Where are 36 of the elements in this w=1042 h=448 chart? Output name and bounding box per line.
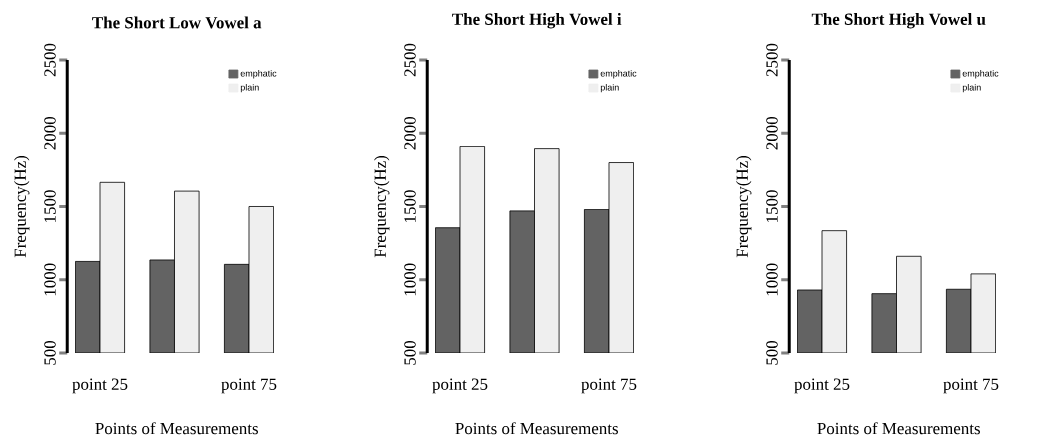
chart-title: The Short Low Vowel a [92,16,262,29]
y-axis-title: Frequency(Hz) [374,155,390,258]
x-tick-label: point 75 [581,378,637,394]
chart-title: The Short High Vowel u [811,13,986,29]
legend-label: emphatic [600,70,637,79]
y-tick-label: 1000 [404,263,416,296]
legend-label: emphatic [962,70,999,79]
y-tick-label: 1500 [44,190,56,222]
y-tick-label: 2000 [44,116,56,150]
x-tick-label: point 25 [794,378,850,394]
y-axis-title: Frequency(Hz) [14,155,30,258]
y-tick-label: 500 [44,340,56,365]
legend-label: emphatic [240,70,277,79]
legend-label: plain [962,84,981,93]
x-tick-label: point 75 [221,378,277,394]
x-axis-title: Points of Measurements [95,422,258,435]
y-tick-label: 1500 [404,190,416,222]
y-tick-label: 2500 [44,43,56,77]
y-tick-label: 2500 [404,43,416,77]
x-axis-title: Points of Measurements [455,422,618,435]
y-axis-title: Frequency(Hz) [736,155,752,258]
x-tick-label: point 75 [943,378,999,394]
legend-label: plain [600,84,619,93]
y-tick-label: 1500 [766,190,778,222]
y-tick-label: 1000 [766,263,778,296]
chart-title: The Short High Vowel i [452,13,622,29]
y-tick-label: 2000 [404,116,416,150]
y-tick-label: 500 [404,340,416,365]
x-tick-label: point 25 [432,378,488,394]
y-tick-label: 500 [766,340,778,365]
x-tick-label: point 25 [72,378,128,394]
y-tick-label: 2500 [766,43,778,77]
y-tick-label: 2000 [766,116,778,150]
x-axis-title: Points of Measurements [817,422,980,435]
legend-label: plain [240,84,259,93]
y-tick-label: 1000 [44,263,56,296]
